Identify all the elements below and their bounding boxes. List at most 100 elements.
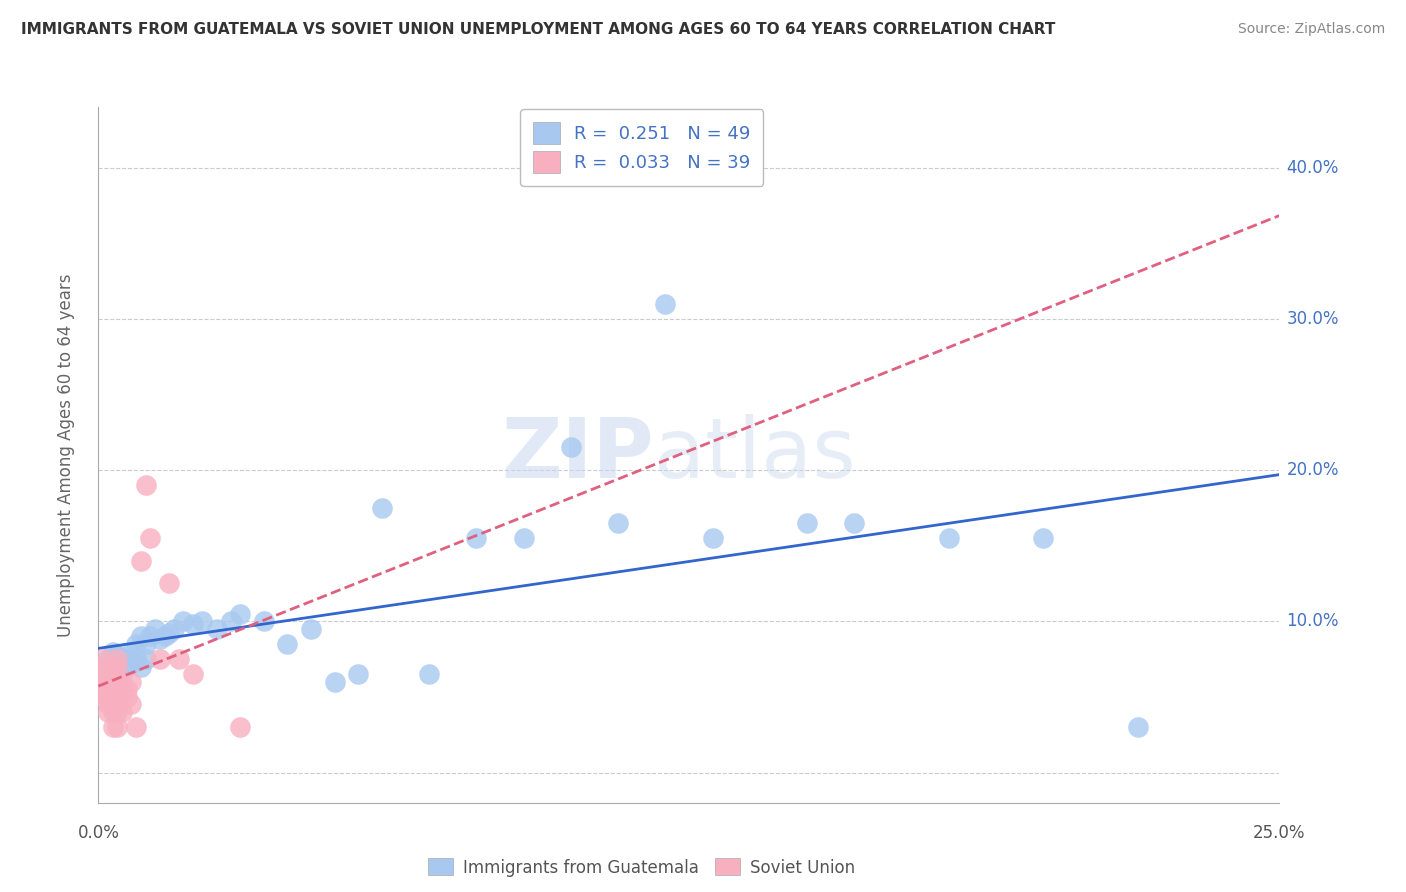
Point (121, 698, 143, 712)
Point (702, 531, 724, 545)
Point (229, 607, 252, 621)
Text: 40.0%: 40.0% (1286, 159, 1339, 177)
Point (418, 667, 440, 681)
Point (938, 531, 960, 545)
Point (135, 652, 157, 666)
Text: atlas: atlas (654, 415, 855, 495)
Point (172, 615, 194, 629)
Point (560, 441, 582, 455)
Point (253, 615, 276, 629)
Point (105, 720, 128, 734)
Point (143, 622, 166, 636)
Point (91, 667, 114, 681)
Point (97, 674, 120, 689)
Point (105, 648, 128, 662)
Y-axis label: Unemployment Among Ages 60 to 64 years: Unemployment Among Ages 60 to 64 years (56, 273, 75, 637)
Point (97, 698, 120, 712)
Point (219, 615, 242, 629)
Point (181, 667, 204, 681)
Point (105, 652, 128, 666)
Point (121, 657, 143, 671)
Point (157, 626, 180, 640)
Text: 10.0%: 10.0% (1286, 612, 1339, 631)
Point (299, 622, 322, 636)
Point (125, 720, 148, 734)
Point (111, 705, 134, 719)
Point (91, 690, 114, 704)
Point (101, 674, 124, 689)
Point (157, 576, 180, 591)
Point (135, 478, 157, 492)
Point (167, 652, 190, 666)
Point (135, 637, 157, 651)
Point (129, 629, 152, 643)
Point (105, 657, 128, 671)
Legend: Immigrants from Guatemala, Soviet Union: Immigrants from Guatemala, Soviet Union (419, 850, 863, 885)
Point (323, 674, 346, 689)
Point (115, 652, 138, 666)
Point (796, 516, 818, 530)
Point (129, 659, 152, 673)
Point (97, 667, 120, 681)
Point (115, 659, 138, 673)
Point (91, 659, 114, 673)
Point (105, 705, 128, 719)
Point (654, 296, 676, 310)
Text: 0.0%: 0.0% (77, 824, 120, 842)
Point (101, 663, 124, 677)
Point (91, 682, 114, 697)
Point (125, 637, 148, 651)
Point (97, 690, 120, 704)
Point (607, 516, 630, 530)
Point (91, 674, 114, 689)
Point (121, 674, 143, 689)
Point (91, 667, 114, 681)
Point (149, 632, 172, 647)
Point (101, 690, 124, 704)
Point (139, 531, 162, 545)
Point (115, 690, 138, 704)
Point (121, 644, 143, 658)
Text: IMMIGRANTS FROM GUATEMALA VS SOVIET UNION UNEMPLOYMENT AMONG AGES 60 TO 64 YEARS: IMMIGRANTS FROM GUATEMALA VS SOVIET UNIO… (21, 22, 1056, 37)
Point (105, 674, 128, 689)
Point (101, 659, 124, 673)
Point (101, 720, 124, 734)
Point (512, 531, 534, 545)
Point (371, 500, 394, 515)
Point (844, 516, 866, 530)
Point (111, 663, 134, 677)
Point (191, 615, 214, 629)
Text: ZIP: ZIP (501, 415, 654, 495)
Text: 30.0%: 30.0% (1286, 310, 1339, 327)
Text: 20.0%: 20.0% (1286, 461, 1339, 479)
Point (139, 629, 162, 643)
Point (91, 652, 114, 666)
Point (97, 652, 120, 666)
Text: 25.0%: 25.0% (1253, 824, 1306, 842)
Point (125, 652, 148, 666)
Point (111, 650, 134, 665)
Point (1032, 531, 1054, 545)
Point (101, 705, 124, 719)
Point (97, 705, 120, 719)
Point (115, 682, 138, 697)
Point (181, 617, 204, 632)
Point (1126, 720, 1149, 734)
Point (129, 554, 152, 568)
Text: Source: ZipAtlas.com: Source: ZipAtlas.com (1237, 22, 1385, 37)
Point (163, 622, 186, 636)
Point (153, 629, 176, 643)
Point (229, 720, 252, 734)
Point (105, 690, 128, 704)
Point (101, 644, 124, 658)
Point (276, 637, 298, 651)
Point (149, 652, 172, 666)
Point (101, 682, 124, 697)
Point (347, 667, 370, 681)
Point (205, 622, 228, 636)
Point (97, 682, 120, 697)
Point (97, 659, 120, 673)
Point (105, 659, 128, 673)
Point (111, 674, 134, 689)
Point (465, 531, 488, 545)
